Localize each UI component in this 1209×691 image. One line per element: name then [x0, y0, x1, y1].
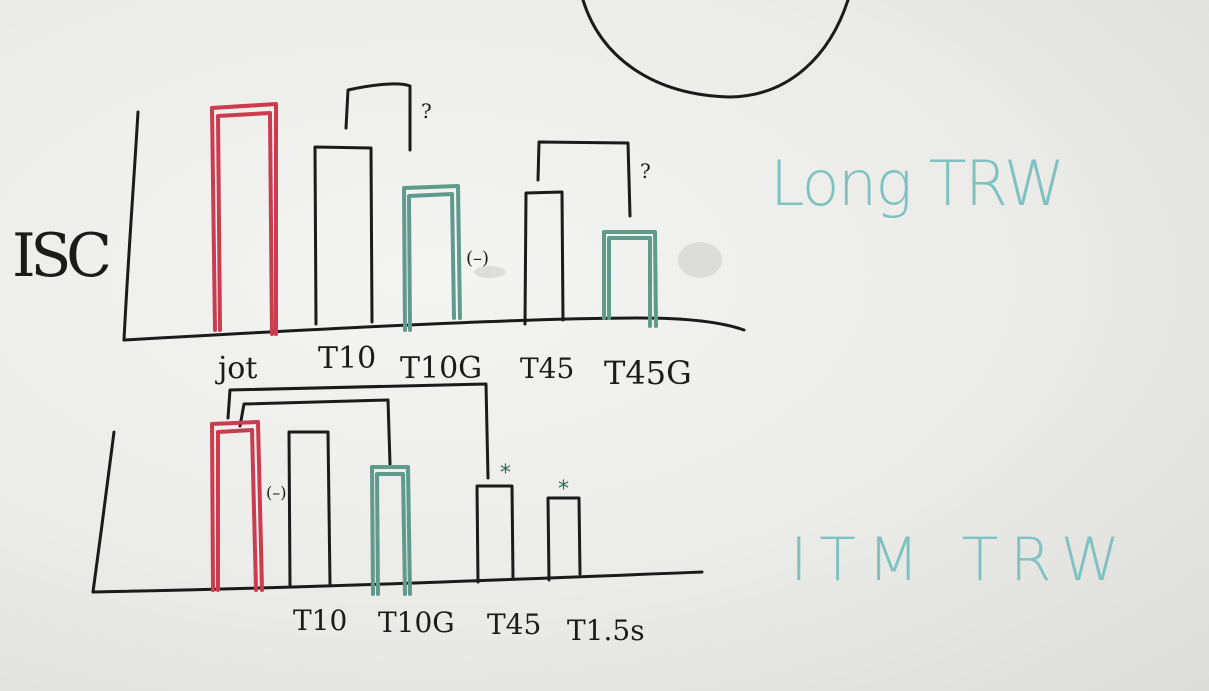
top-label-jot: jot — [215, 351, 257, 386]
question-mark: ? — [421, 99, 432, 123]
bottom-label-T45: T45 — [487, 608, 541, 641]
top-bracket-T10 — [344, 82, 412, 152]
label-itm-trw: ITM TRW — [790, 525, 1120, 595]
bottom-chart: (–) * * T10 T10G T45 T1.5s ITM TRW — [91, 382, 1120, 647]
y-axis-label: ISC — [12, 221, 112, 291]
top-bar-T10 — [313, 145, 374, 326]
bottom-y-axis — [91, 430, 116, 594]
circle-arc — [581, 0, 850, 99]
bottom-bar-T1.5s — [546, 496, 582, 582]
top-y-axis — [122, 110, 140, 342]
eraser-smudge — [474, 266, 506, 278]
top-bracket-T45 — [536, 140, 632, 218]
bottom-bar-T10G — [370, 465, 412, 596]
bottom-label-T10G: T10G — [378, 606, 455, 639]
bottom-bracket-inner — [238, 398, 392, 466]
top-bar-jot — [210, 102, 278, 336]
question-mark: ? — [640, 159, 651, 183]
bottom-bar-red — [210, 420, 264, 592]
top-bar-T45G — [602, 230, 658, 328]
top-label-T45: T45 — [520, 352, 574, 385]
negative-marker: (–) — [466, 248, 489, 269]
top-bar-T10G — [402, 184, 462, 332]
top-x-axis — [122, 316, 746, 342]
top-label-T45G: T45G — [604, 354, 692, 392]
bottom-bar-T10 — [287, 430, 332, 588]
asterisk-marker: * — [558, 477, 569, 502]
top-bar-T45 — [523, 190, 565, 326]
bottom-bar-T45 — [475, 484, 515, 584]
eraser-smudge — [678, 242, 722, 278]
asterisk-marker: * — [500, 461, 511, 486]
bottom-x-axis — [91, 570, 704, 594]
top-label-T10G: T10G — [400, 351, 482, 386]
bottom-bracket-outer — [226, 382, 490, 480]
bottom-label-T10: T10 — [293, 604, 347, 637]
negative-marker: (–) — [266, 483, 286, 502]
top-label-T10: T10 — [318, 341, 376, 376]
bottom-label-T1.5s: T1.5s — [567, 614, 645, 647]
top-chart: ? ? (–) ISC jot T10 T10G T45 T45G Long T… — [12, 82, 1065, 392]
label-long-trw: Long TRW — [770, 147, 1065, 220]
